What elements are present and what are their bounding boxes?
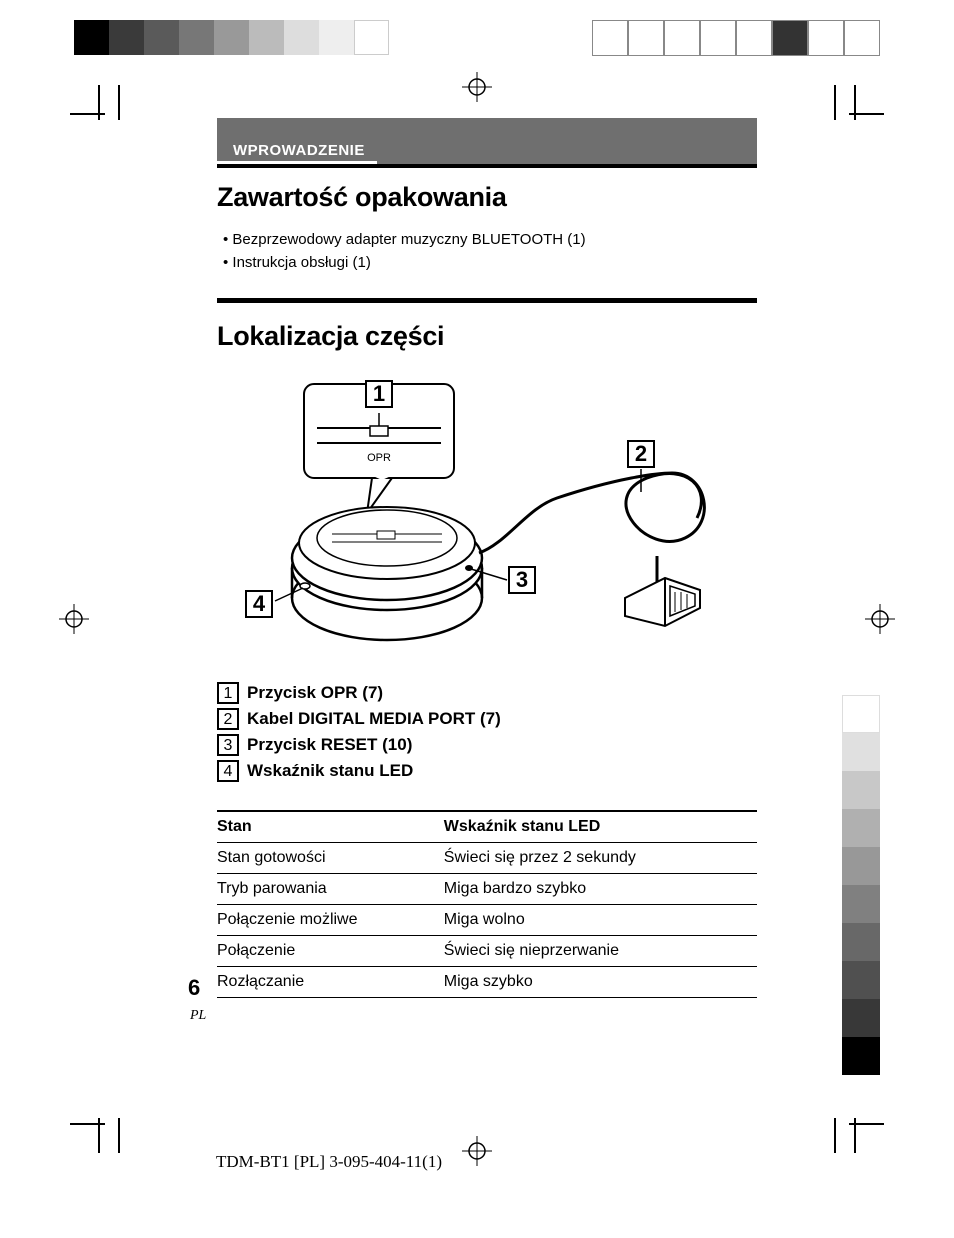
- list-item: 4 Wskaźnik stanu LED: [217, 760, 757, 782]
- crop-mark: [118, 1118, 120, 1153]
- part-label: Przycisk OPR (7): [247, 683, 383, 703]
- table-row: Tryb parowaniaMiga bardzo szybko: [217, 874, 757, 905]
- list-item: Bezprzewodowy adapter muzyczny BLUETOOTH…: [223, 229, 757, 252]
- table-row: Stan gotowościŚwieci się przez 2 sekundy: [217, 843, 757, 874]
- crop-mark: [834, 85, 836, 120]
- crop-mark: [70, 113, 105, 115]
- crop-mark: [849, 1123, 884, 1125]
- led-status-table: Stan Wskaźnik stanu LED Stan gotowościŚw…: [217, 810, 757, 998]
- list-item: 3 Przycisk RESET (10): [217, 734, 757, 756]
- part-label: Wskaźnik stanu LED: [247, 761, 413, 781]
- table-row: RozłączanieMiga szybko: [217, 967, 757, 998]
- part-label: Przycisk RESET (10): [247, 735, 412, 755]
- callout-2: 2: [627, 440, 655, 468]
- registration-mark-left: [59, 604, 89, 634]
- registration-mark-top: [462, 72, 492, 102]
- parts-list: 1 Przycisk OPR (7) 2 Kabel DIGITAL MEDIA P…: [217, 682, 757, 782]
- page-number: 6: [188, 975, 200, 1001]
- contents-list: Bezprzewodowy adapter muzyczny BLUETOOTH…: [223, 229, 757, 274]
- crop-mark: [118, 85, 120, 120]
- callout-4: 4: [245, 590, 273, 618]
- section-tab: WPROWADZENIE: [217, 139, 377, 164]
- part-num: 4: [217, 760, 239, 782]
- crop-mark: [70, 1123, 105, 1125]
- list-item: Instrukcja obsługi (1): [223, 252, 757, 275]
- callout-1: 1: [365, 380, 393, 408]
- crop-mark: [849, 113, 884, 115]
- print-grey-band: [842, 695, 880, 1075]
- callout-3: 3: [508, 566, 536, 594]
- part-num: 1: [217, 682, 239, 704]
- list-item: 1 Przycisk OPR (7): [217, 682, 757, 704]
- divider: [217, 298, 757, 303]
- section1-title: Zawartość opakowania: [217, 182, 757, 213]
- lang-code: PL: [190, 1008, 206, 1024]
- section-header-block: WPROWADZENIE: [217, 118, 757, 164]
- list-item: 2 Kabel DIGITAL MEDIA PORT (7): [217, 708, 757, 730]
- table-row: Połączenie możliweMiga wolno: [217, 905, 757, 936]
- part-label: Kabel DIGITAL MEDIA PORT (7): [247, 709, 501, 729]
- crop-mark: [834, 1118, 836, 1153]
- print-grid-bar: [592, 20, 880, 56]
- opr-label: OPR: [367, 452, 391, 464]
- parts-diagram: OPR: [217, 368, 757, 678]
- registration-mark-right: [865, 604, 895, 634]
- registration-mark-bottom: [462, 1136, 492, 1166]
- section2-title: Lokalizacja części: [217, 321, 757, 352]
- part-num: 3: [217, 734, 239, 756]
- table-row: PołączenieŚwieci się nieprzerwanie: [217, 936, 757, 967]
- print-color-bar: [74, 20, 389, 55]
- doc-code: TDM-BT1 [PL] 3-095-404-11(1): [216, 1152, 442, 1172]
- part-num: 2: [217, 708, 239, 730]
- page-content: WPROWADZENIE Zawartość opakowania Bezprz…: [217, 118, 757, 998]
- table-header: Stan: [217, 811, 444, 843]
- table-header: Wskaźnik stanu LED: [444, 811, 757, 843]
